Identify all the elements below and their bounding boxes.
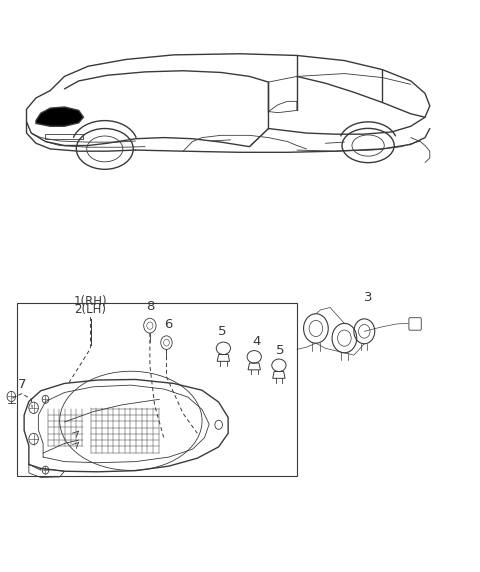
Text: 7: 7 [17, 378, 26, 391]
Text: 5: 5 [276, 344, 285, 358]
Text: 1(RH): 1(RH) [74, 295, 108, 308]
Polygon shape [36, 107, 84, 126]
Text: 3: 3 [364, 291, 372, 304]
Text: 5: 5 [218, 325, 226, 338]
Text: 4: 4 [252, 335, 260, 348]
Text: 6: 6 [164, 318, 172, 331]
Text: 8: 8 [146, 300, 155, 313]
Text: 2(LH): 2(LH) [74, 303, 107, 316]
